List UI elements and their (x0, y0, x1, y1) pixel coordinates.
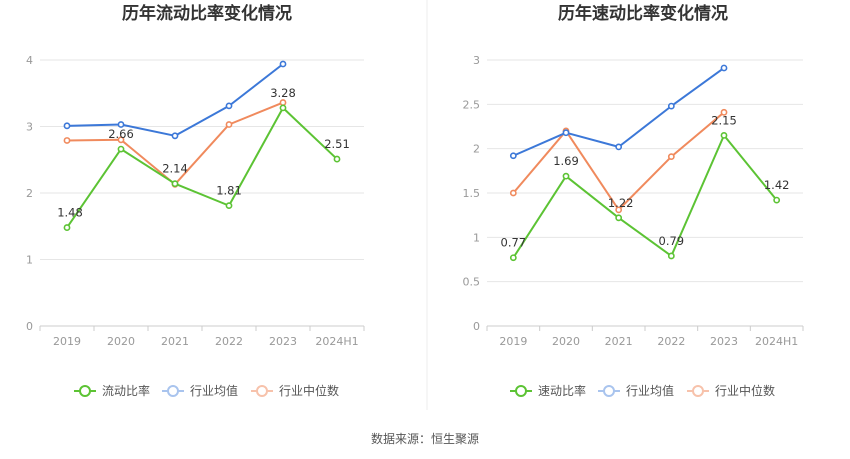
data-point (279, 99, 287, 106)
data-point (171, 180, 179, 188)
chart-title: 历年速动比率变化情况 (558, 3, 728, 24)
data-label: 1.69 (553, 154, 579, 168)
data-point (279, 60, 287, 68)
x-tick-label: 2019 (499, 335, 527, 348)
legend-item[interactable]: 行业中位数 (687, 383, 775, 398)
data-point (117, 136, 125, 144)
y-tick-label: 2 (473, 143, 480, 156)
y-tick-label: 3 (26, 121, 33, 134)
data-label: 2.14 (162, 162, 188, 176)
legend-label: 速动比率 (538, 383, 586, 398)
y-tick-label: 2 (26, 187, 33, 200)
data-point (509, 254, 517, 262)
series-line (512, 67, 725, 157)
data-point (333, 155, 341, 163)
data-label: 2.51 (324, 137, 350, 151)
data-point (667, 153, 675, 161)
data-point (225, 102, 233, 110)
data-point (667, 102, 675, 110)
data-point (225, 121, 233, 128)
y-tick-label: 0 (26, 320, 33, 333)
legend-marker (603, 385, 615, 397)
x-tick-label: 2024H1 (315, 335, 358, 348)
x-tick-label: 2023 (269, 335, 297, 348)
chart-title: 历年流动比率变化情况 (122, 3, 292, 24)
data-point (63, 224, 71, 231)
legend: 速动比率 行业均值 行业中位数 (510, 383, 775, 398)
data-point (615, 206, 623, 214)
x-tick-label: 2020 (552, 335, 580, 348)
data-point (171, 132, 179, 140)
data-label: 1.81 (216, 184, 242, 198)
data-label: 1.48 (57, 206, 83, 220)
data-point (615, 214, 623, 222)
data-point (117, 145, 125, 153)
data-point (720, 108, 728, 116)
x-tick-label: 2022 (215, 335, 243, 348)
x-tick-label: 2023 (710, 335, 738, 348)
legend-marker (167, 385, 179, 397)
data-point (509, 189, 517, 197)
data-point (562, 129, 570, 137)
legend-marker (515, 385, 527, 397)
x-tick-label: 2021 (605, 335, 633, 348)
legend-item[interactable]: 流动比率 (74, 383, 150, 398)
legend-item[interactable]: 行业中位数 (251, 383, 339, 398)
data-point (667, 252, 675, 260)
y-tick-label: 4 (26, 54, 33, 67)
x-tick-label: 2019 (53, 335, 81, 348)
data-point (117, 121, 125, 128)
legend-label: 行业均值 (626, 383, 674, 398)
y-tick-label: 1 (473, 231, 480, 244)
series-line (66, 63, 284, 137)
legend-item[interactable]: 行业均值 (162, 383, 238, 398)
y-tick-label: 1.5 (463, 187, 481, 200)
x-tick-label: 2021 (161, 335, 189, 348)
y-tick-label: 1 (26, 254, 33, 267)
series-line (66, 106, 338, 229)
x-tick-label: 2024H1 (755, 335, 798, 348)
data-point (279, 104, 287, 112)
legend-item[interactable]: 行业均值 (598, 383, 674, 398)
legend-label: 行业中位数 (715, 383, 775, 398)
data-source-note: 数据来源：恒生聚源 (371, 431, 479, 446)
data-point (509, 152, 517, 160)
legend-label: 流动比率 (102, 383, 150, 398)
data-point (773, 196, 781, 204)
data-point (720, 131, 728, 139)
y-tick-label: 2.5 (463, 98, 481, 111)
data-point (225, 202, 233, 210)
data-point (63, 122, 71, 130)
legend-marker (692, 385, 704, 397)
data-label: 3.28 (270, 86, 296, 100)
legend-item[interactable]: 速动比率 (510, 383, 586, 398)
data-point (63, 137, 71, 144)
legend-marker (256, 385, 268, 397)
legend-label: 行业均值 (190, 383, 238, 398)
data-point (615, 143, 623, 151)
data-label: 1.22 (608, 196, 634, 210)
legend: 流动比率 行业均值 行业中位数 (74, 383, 339, 398)
current-ratio-chart: 历年流动比率变化情况 0 1 2 3 4 2019 2020 2021 2022 2023 2024… (26, 3, 365, 398)
y-tick-label: 0.5 (463, 276, 481, 289)
series-line (512, 134, 778, 259)
data-label: 0.79 (659, 234, 685, 248)
data-label: 0.77 (501, 236, 527, 250)
x-tick-label: 2022 (657, 335, 685, 348)
data-point (720, 64, 728, 72)
quick-ratio-chart: 历年速动比率变化情况 0 0.5 1 1.5 2 2.5 3 2019 2020 2021 2022… (463, 3, 804, 398)
data-point (562, 172, 570, 180)
data-label: 2.66 (108, 127, 134, 141)
data-label: 1.42 (764, 178, 790, 192)
legend-label: 行业中位数 (279, 383, 339, 398)
y-tick-label: 0 (473, 320, 480, 333)
data-label: 2.15 (711, 113, 737, 127)
x-tick-label: 2020 (107, 335, 135, 348)
legend-marker (79, 385, 91, 397)
y-tick-label: 3 (473, 54, 480, 67)
